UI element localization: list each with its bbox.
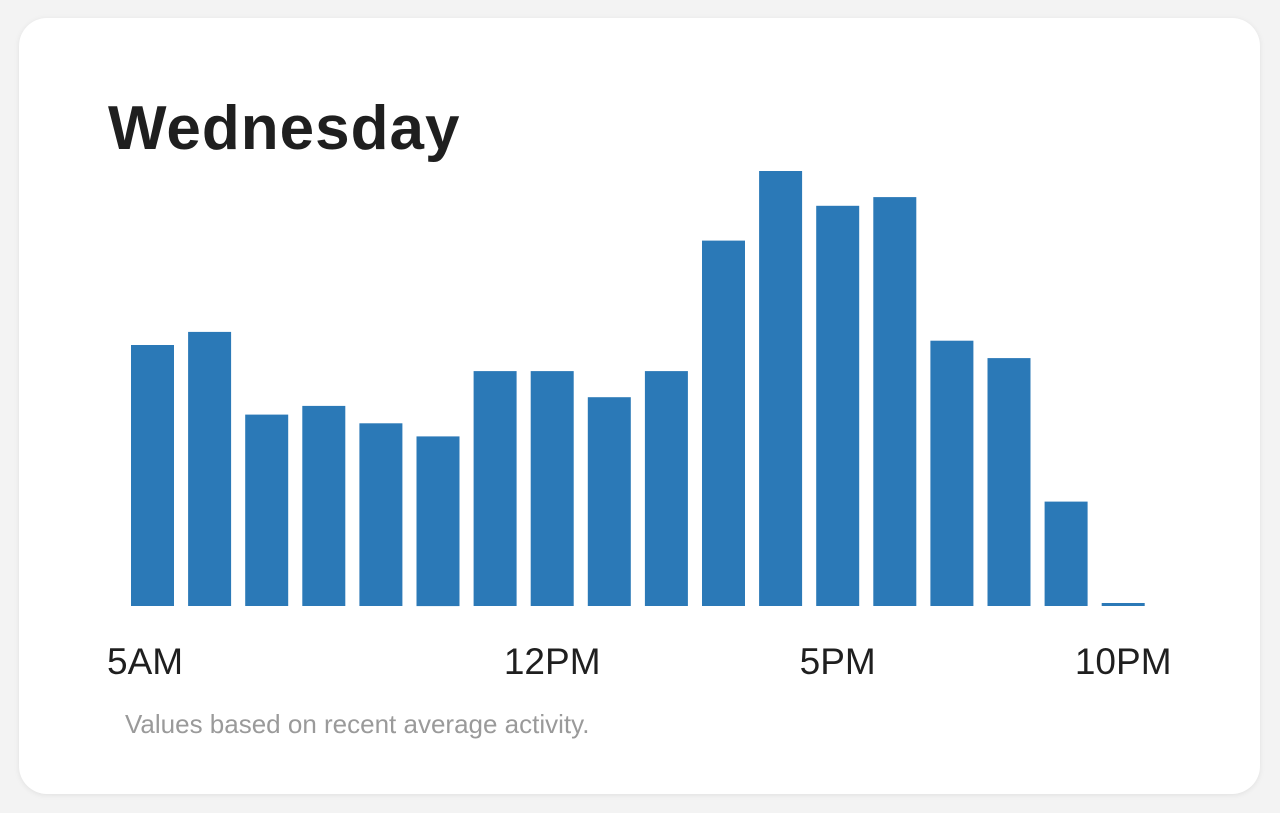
bar-11am xyxy=(473,371,517,606)
bar-8am xyxy=(302,405,346,606)
x-tick-5pm: 5PM xyxy=(800,641,876,682)
x-tick-5am: 5AM xyxy=(107,641,183,682)
bar-10pm xyxy=(1101,603,1145,606)
bar-5am xyxy=(131,345,174,606)
bar-5pm xyxy=(816,205,860,607)
bar-9am xyxy=(359,423,403,606)
footnote: Values based on recent average activity. xyxy=(125,709,590,739)
bar-8pm xyxy=(987,358,1031,606)
bar-6am xyxy=(188,331,232,606)
popular-times-card: Wednesday 5AM 12PM 5PM 10PM Values based on… xyxy=(19,18,1260,794)
bar-7am xyxy=(245,414,289,606)
bar-4pm xyxy=(759,171,803,606)
bar-3pm xyxy=(702,240,745,606)
bar-9pm xyxy=(1044,501,1088,606)
activity-bar-chart: 5AM 12PM 5PM 10PM xyxy=(107,171,1172,682)
x-tick-12pm: 12PM xyxy=(504,641,601,682)
x-tick-10pm: 10PM xyxy=(1075,641,1172,682)
bar-6pm xyxy=(873,197,917,606)
day-title: Wednesday xyxy=(108,94,461,163)
bar-7pm xyxy=(930,340,974,606)
bar-12pm xyxy=(530,371,574,606)
bar-2pm xyxy=(644,371,688,606)
bar-1pm xyxy=(587,397,631,606)
bar-10am xyxy=(416,436,460,607)
